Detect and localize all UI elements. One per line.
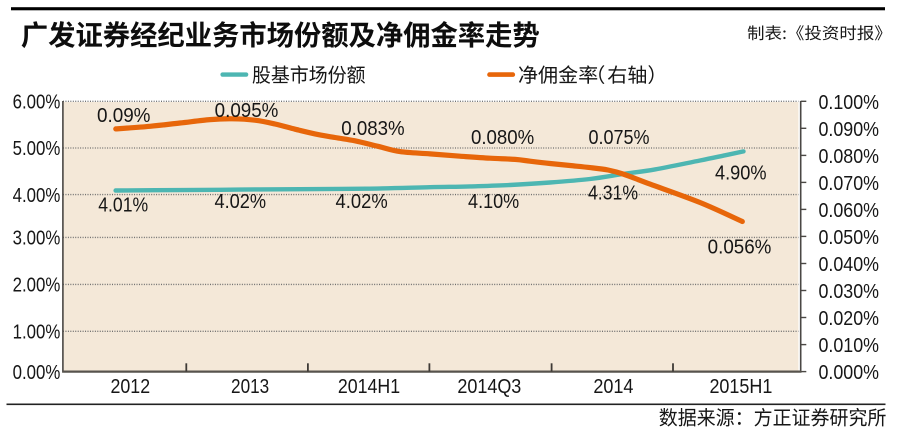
svg-text:2.00%: 2.00% bbox=[13, 273, 61, 295]
svg-text:2014: 2014 bbox=[593, 375, 633, 398]
svg-text:0.000%: 0.000% bbox=[819, 361, 880, 383]
svg-text:0.100%: 0.100% bbox=[819, 91, 880, 113]
svg-text:4.31%: 4.31% bbox=[588, 181, 638, 204]
svg-text:0.050%: 0.050% bbox=[819, 226, 880, 248]
svg-text:0.020%: 0.020% bbox=[819, 307, 880, 329]
svg-text:4.00%: 4.00% bbox=[13, 184, 61, 206]
svg-text:0.060%: 0.060% bbox=[819, 199, 880, 221]
svg-text:0.095%: 0.095% bbox=[215, 99, 279, 122]
svg-text:3.00%: 3.00% bbox=[13, 226, 61, 248]
svg-text:0.075%: 0.075% bbox=[589, 126, 650, 149]
svg-text:2014H1: 2014H1 bbox=[338, 375, 400, 398]
svg-text:4.02%: 4.02% bbox=[336, 190, 388, 213]
svg-text:4.02%: 4.02% bbox=[215, 190, 267, 213]
svg-text:1.00%: 1.00% bbox=[13, 320, 61, 342]
svg-text:0.070%: 0.070% bbox=[819, 172, 880, 194]
svg-text:5.00%: 5.00% bbox=[13, 137, 61, 159]
svg-text:0.040%: 0.040% bbox=[819, 253, 880, 275]
svg-text:4.90%: 4.90% bbox=[715, 161, 767, 184]
svg-text:0.083%: 0.083% bbox=[341, 117, 404, 140]
svg-text:4.10%: 4.10% bbox=[468, 190, 519, 213]
svg-text:2014Q3: 2014Q3 bbox=[457, 375, 521, 398]
svg-text:0.090%: 0.090% bbox=[819, 118, 880, 140]
svg-text:2012: 2012 bbox=[111, 375, 151, 398]
svg-text:6.00%: 6.00% bbox=[13, 90, 61, 112]
svg-text:0.09%: 0.09% bbox=[97, 104, 151, 127]
svg-text:0.056%: 0.056% bbox=[708, 235, 772, 258]
svg-text:0.080%: 0.080% bbox=[471, 126, 534, 149]
svg-text:2015H1: 2015H1 bbox=[709, 375, 772, 398]
svg-text:0.080%: 0.080% bbox=[819, 145, 880, 167]
svg-text:0.010%: 0.010% bbox=[819, 334, 880, 356]
svg-text:0.030%: 0.030% bbox=[819, 280, 880, 302]
svg-text:4.01%: 4.01% bbox=[98, 193, 148, 216]
svg-text:0.00%: 0.00% bbox=[13, 361, 61, 383]
svg-text:2013: 2013 bbox=[231, 375, 269, 398]
